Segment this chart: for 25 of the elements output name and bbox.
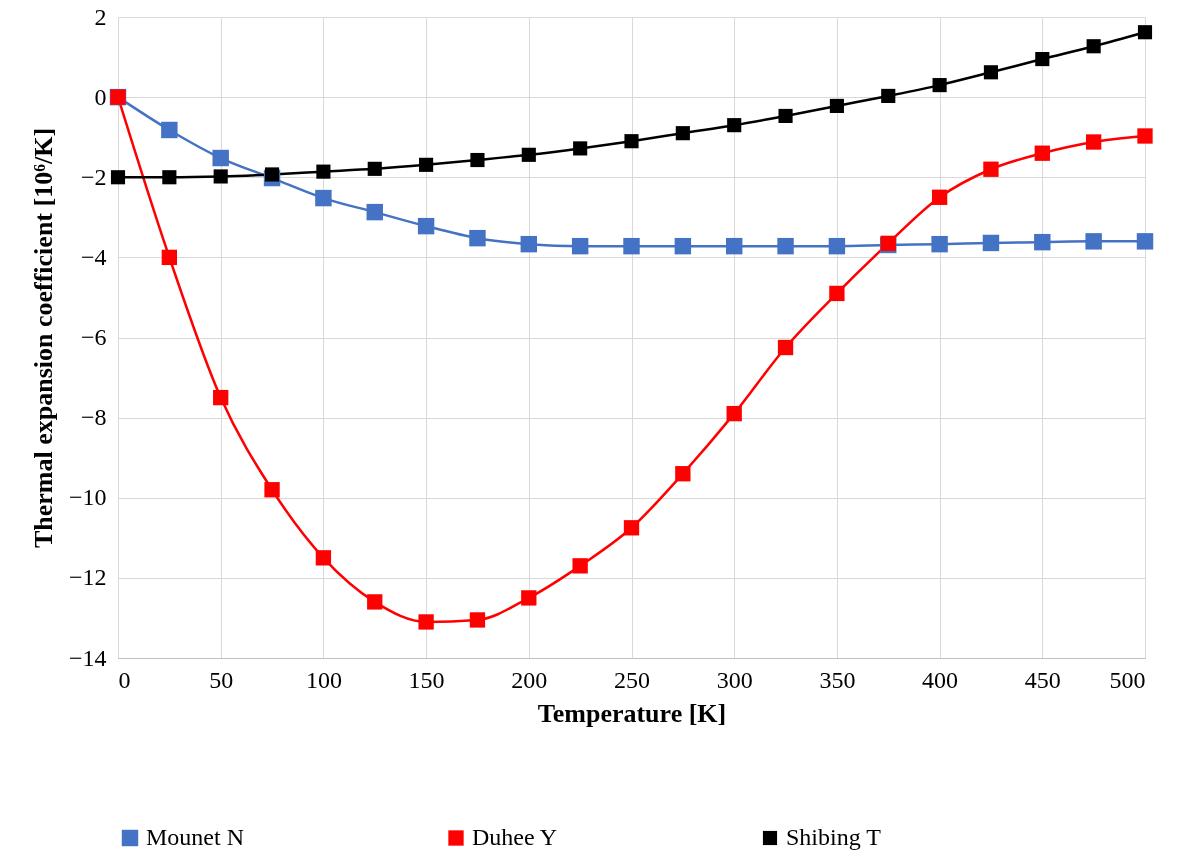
x-tick-label: 500 [1109,666,1146,693]
x-tick-label: 50 [209,666,234,693]
y-tick-label: −4 [80,243,107,270]
y-tick-label: −12 [68,564,107,591]
y-tick-label: −10 [68,484,107,511]
x-tick-label: 100 [305,666,342,693]
x-tick-label: 200 [511,666,548,693]
y-tick-label: 0 [94,83,107,110]
x-tick-label: 450 [1024,666,1061,693]
y-tick-label: 2 [94,3,107,30]
y-tick-label: −8 [80,404,107,431]
legend-label: Mounet N [146,824,244,850]
x-tick-label: 300 [716,666,753,693]
y-tick-label: −2 [80,163,107,190]
x-tick-label: 350 [819,666,856,693]
x-axis-title: Temperature [K] [537,698,727,728]
y-tick-label: −14 [68,644,107,671]
x-tick-label: 250 [614,666,650,693]
legend-label: Shibing T [786,824,882,850]
x-tick-label: 0 [118,666,131,693]
x-tick-label: 400 [922,666,959,693]
y-axis-title: Thermal expansion coefficient [10⁶/K] [28,127,58,549]
legend-label: Duhee Y [472,824,558,850]
y-tick-label: −6 [80,324,107,350]
x-tick-label: 150 [408,666,445,693]
